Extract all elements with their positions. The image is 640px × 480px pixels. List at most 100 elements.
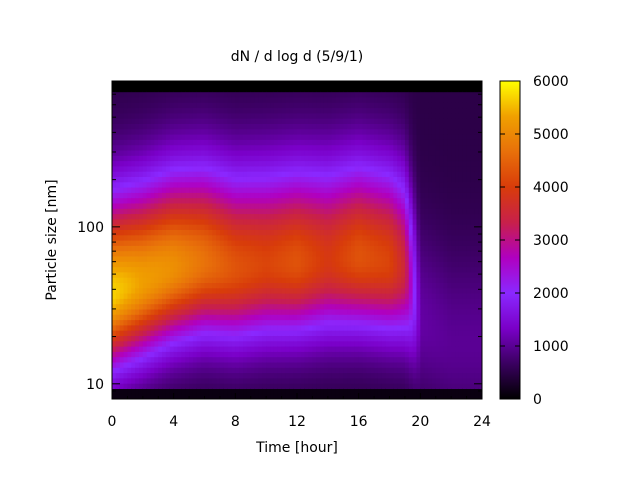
heat-cell <box>424 171 429 177</box>
heat-cell <box>115 346 121 352</box>
heat-cell <box>212 176 217 183</box>
heat-cell <box>204 319 209 326</box>
heat-cell <box>323 293 329 299</box>
heat-cell <box>150 144 155 151</box>
heat-cell <box>223 303 229 310</box>
heat-cell <box>408 128 414 135</box>
heat-cell <box>216 346 221 352</box>
heat-cell <box>246 165 252 172</box>
heat-cell <box>162 303 167 310</box>
heat-cell <box>165 287 171 294</box>
heat-cell <box>239 134 244 140</box>
heat-cell <box>250 277 256 283</box>
heat-cell <box>289 293 294 299</box>
heat-cell <box>262 266 267 273</box>
heat-cell <box>119 81 125 87</box>
heat-cell <box>347 367 352 374</box>
heat-cell <box>154 81 159 87</box>
heat-cell <box>131 282 136 289</box>
heat-cell <box>254 377 260 384</box>
heat-cell <box>404 139 410 146</box>
heat-cell <box>327 240 333 246</box>
heat-cell <box>366 224 371 230</box>
heat-cell <box>377 240 383 246</box>
heat-cell <box>285 303 290 310</box>
heat-cell <box>281 314 287 321</box>
heat-cell <box>208 356 213 363</box>
heat-cell <box>285 335 290 342</box>
heat-cell <box>304 377 310 384</box>
heat-cell <box>115 160 121 167</box>
heat-cell <box>401 112 406 119</box>
heat-cell <box>358 134 364 140</box>
heat-cell <box>416 319 421 326</box>
heat-cell <box>408 91 414 98</box>
heat-cell <box>273 139 279 146</box>
heat-cell <box>293 383 298 389</box>
heat-cell <box>366 187 371 193</box>
heat-cell <box>235 266 240 273</box>
heat-cell <box>397 330 402 336</box>
heat-cell <box>397 277 402 283</box>
heat-cell <box>266 308 271 315</box>
heat-cell <box>331 202 337 209</box>
heat-cell <box>412 324 418 331</box>
heat-cell <box>323 192 329 199</box>
heat-cell <box>327 303 333 310</box>
heat-cell <box>374 308 379 315</box>
heat-cell <box>385 139 391 146</box>
heat-cell <box>142 91 148 98</box>
heat-cell <box>177 160 182 167</box>
heat-cell <box>142 165 148 172</box>
heat-cell <box>235 271 240 278</box>
heat-cell <box>196 192 202 199</box>
heat-cell <box>428 346 433 352</box>
heat-cell <box>169 361 175 368</box>
heat-cell <box>158 91 163 98</box>
heat-cell <box>189 383 194 389</box>
heat-cell <box>204 261 209 268</box>
heat-cell <box>266 393 271 399</box>
heat-cell <box>177 123 182 130</box>
heat-cell <box>243 367 248 374</box>
heat-cell <box>131 134 136 140</box>
heat-cell <box>281 96 287 103</box>
heat-cell <box>150 160 155 167</box>
heat-cell <box>219 340 225 347</box>
heat-cell <box>112 293 117 299</box>
heat-cell <box>192 102 198 109</box>
heat-cell <box>231 123 236 130</box>
heat-cell <box>258 266 263 273</box>
heat-cell <box>339 367 344 374</box>
heat-cell <box>142 197 148 204</box>
heat-cell <box>273 112 279 119</box>
heat-cell <box>150 361 155 368</box>
heat-cell <box>146 208 152 215</box>
heat-cell <box>323 213 329 220</box>
heat-cell <box>304 149 310 156</box>
heat-cell <box>289 96 294 103</box>
heat-cell <box>397 96 402 103</box>
heat-cell <box>189 96 194 103</box>
heat-cell <box>424 123 429 130</box>
heat-cell <box>404 229 410 236</box>
heat-cell <box>304 128 310 135</box>
heat-cell <box>377 298 383 305</box>
heat-cell <box>316 330 321 336</box>
heat-cell <box>327 266 333 273</box>
heat-cell <box>327 144 333 151</box>
heat-cell <box>320 123 325 130</box>
heat-cell <box>277 218 283 225</box>
heat-cell <box>308 335 314 342</box>
heat-cell <box>216 96 221 103</box>
heat-cell <box>169 282 175 289</box>
heat-cell <box>277 234 283 241</box>
heat-cell <box>219 160 225 167</box>
heat-cell <box>304 224 310 230</box>
heat-cell <box>270 303 275 310</box>
heat-cell <box>239 372 244 379</box>
heat-cell <box>385 271 391 278</box>
heat-cell <box>223 171 229 177</box>
heat-cell <box>216 330 221 336</box>
heat-cell <box>350 107 356 114</box>
